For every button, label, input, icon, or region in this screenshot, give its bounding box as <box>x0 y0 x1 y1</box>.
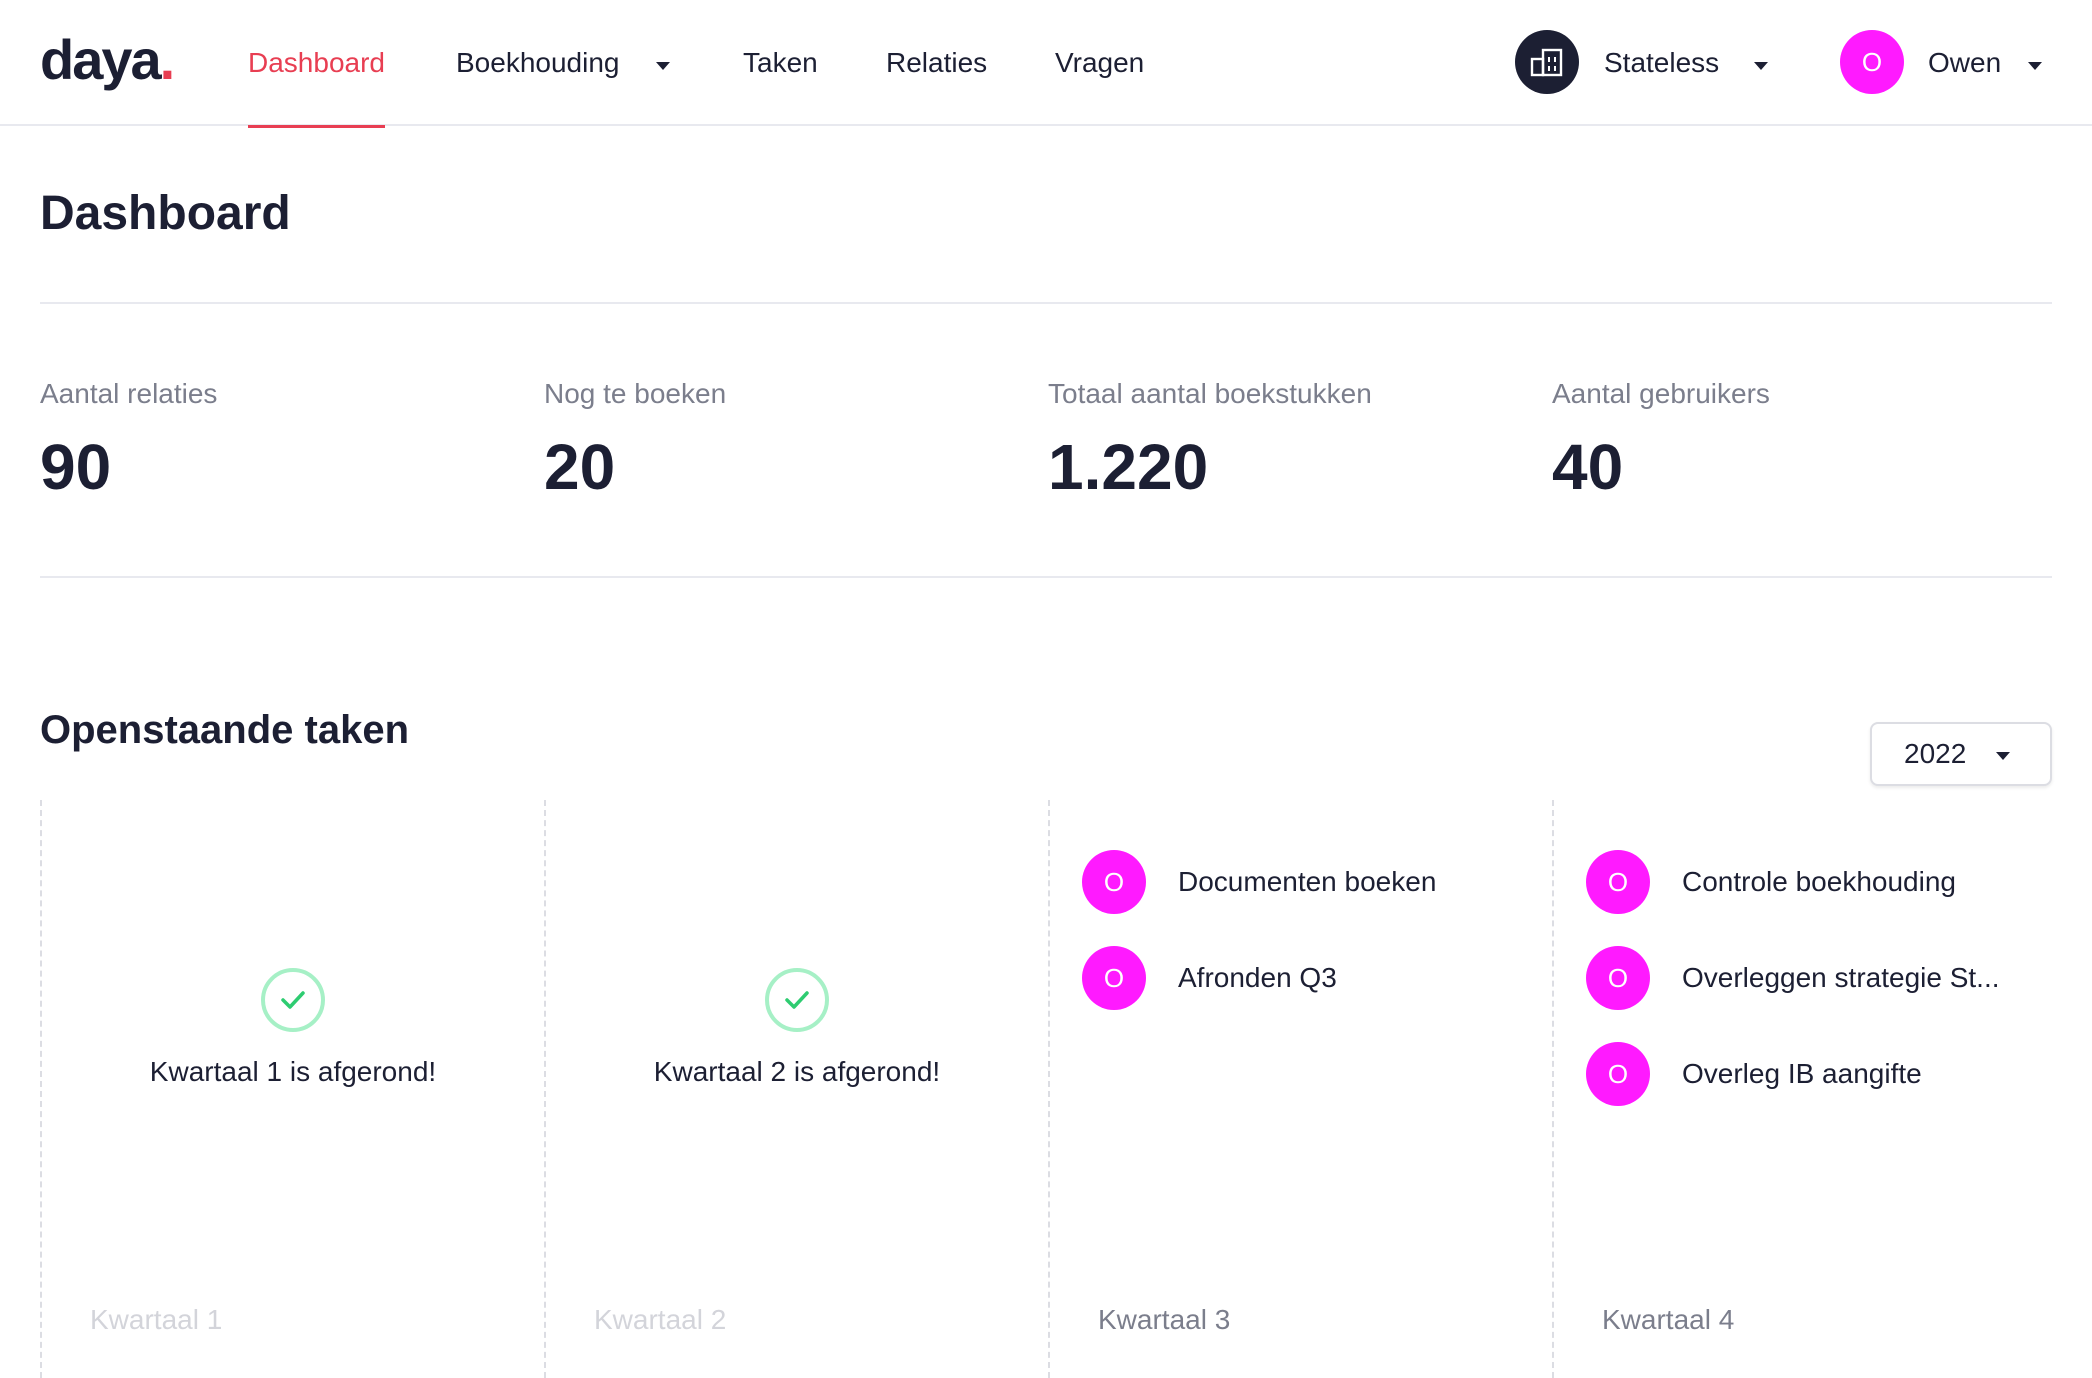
divider <box>40 576 2052 578</box>
stat-aantal-gebruikers: Aantal gebruikers 40 <box>1552 374 2032 502</box>
quarter-column-3: O Documenten boeken O Afronden Q3 Kwarta… <box>1048 800 1552 1378</box>
task-item[interactable]: O Documenten boeken <box>1082 850 1542 914</box>
quarter-completed-text: Kwartaal 1 is afgerond! <box>149 1056 437 1087</box>
stat-label: Totaal aantal boekstukken <box>1048 378 1372 409</box>
quarter-label: Kwartaal 2 <box>594 1304 727 1335</box>
assignee-avatar: O <box>1082 850 1146 914</box>
stat-label: Nog te boeken <box>544 378 727 409</box>
task-item[interactable]: O Controle boekhouding <box>1586 850 2046 914</box>
stat-totaal-boekstukken: Totaal aantal boekstukken 1.220 <box>1048 374 1528 502</box>
year-select[interactable]: 2022 <box>1870 722 2052 786</box>
logo-dot: . <box>159 28 176 91</box>
nav-item-boekhouding-label: Boekhouding <box>456 47 620 78</box>
nav-item-dashboard[interactable]: Dashboard <box>248 0 385 128</box>
stat-value: 20 <box>544 431 616 503</box>
task-item[interactable]: O Overleg IB aangifte <box>1586 1042 2046 1106</box>
quarter-column-2: Kwartaal 2 is afgerond! Kwartaal 2 <box>544 800 1048 1378</box>
task-title: Documenten boeken <box>1178 866 1437 897</box>
chevron-down-icon[interactable] <box>656 62 670 70</box>
year-select-value: 2022 <box>1904 738 1967 769</box>
assignee-avatar: O <box>1586 850 1650 914</box>
task-title: Afronden Q3 <box>1178 962 1337 993</box>
stat-aantal-relaties: Aantal relaties 90 <box>40 374 520 502</box>
user-name[interactable]: Owen <box>1928 47 2002 78</box>
quarter-completed: Kwartaal 2 is afgerond! <box>546 968 1048 1092</box>
quarter-label: Kwartaal 1 <box>90 1304 223 1335</box>
quarter-column-1: Kwartaal 1 is afgerond! Kwartaal 1 <box>40 800 544 1378</box>
nav-item-taken[interactable]: Taken <box>743 47 818 78</box>
stat-value: 40 <box>1552 431 1624 503</box>
assignee-avatar: O <box>1586 1042 1650 1106</box>
task-title: Controle boekhouding <box>1682 866 1956 897</box>
user-avatar[interactable]: O <box>1840 30 1904 94</box>
task-item[interactable]: O Overleggen strategie St... <box>1586 946 2046 1010</box>
check-circle-icon <box>765 968 829 1032</box>
nav-item-relaties[interactable]: Relaties <box>886 47 988 78</box>
top-navigation: daya. Dashboard Boekhouding Taken Relati… <box>0 0 2092 128</box>
page-title: Dashboard <box>40 187 291 240</box>
building-icon <box>1530 48 1563 77</box>
nav-item-boekhouding[interactable]: Boekhouding <box>456 0 619 126</box>
daya-logo[interactable]: daya. <box>40 28 176 92</box>
task-item[interactable]: O Afronden Q3 <box>1082 946 1542 1010</box>
stat-nog-te-boeken: Nog te boeken 20 <box>544 374 1024 502</box>
task-title: Overleggen strategie St... <box>1682 962 2000 993</box>
quarter-column-4: O Controle boekhouding O Overleggen stra… <box>1552 800 2056 1378</box>
stat-label: Aantal relaties <box>40 378 218 409</box>
chevron-down-icon[interactable] <box>2028 62 2042 70</box>
check-circle-icon <box>261 968 325 1032</box>
stat-value: 1.220 <box>1048 431 1209 503</box>
divider <box>40 302 2052 304</box>
chevron-down-icon[interactable] <box>1754 62 1768 70</box>
section-title-openstaande-taken: Openstaande taken <box>40 708 410 752</box>
quarter-completed-text: Kwartaal 2 is afgerond! <box>653 1056 941 1087</box>
stat-value: 90 <box>40 431 112 503</box>
nav-item-vragen[interactable]: Vragen <box>1055 47 1145 78</box>
quarter-label: Kwartaal 4 <box>1602 1304 1735 1335</box>
quarter-completed: Kwartaal 1 is afgerond! <box>42 968 544 1092</box>
stat-label: Aantal gebruikers <box>1552 378 1770 409</box>
assignee-avatar: O <box>1082 946 1146 1010</box>
chevron-down-icon <box>1996 752 2010 760</box>
organization-name[interactable]: Stateless <box>1604 47 1720 78</box>
organization-avatar[interactable] <box>1515 30 1579 94</box>
assignee-avatar: O <box>1586 946 1650 1010</box>
logo-text: daya <box>40 28 162 91</box>
quarter-label: Kwartaal 3 <box>1098 1304 1231 1335</box>
task-title: Overleg IB aangifte <box>1682 1058 1922 1089</box>
